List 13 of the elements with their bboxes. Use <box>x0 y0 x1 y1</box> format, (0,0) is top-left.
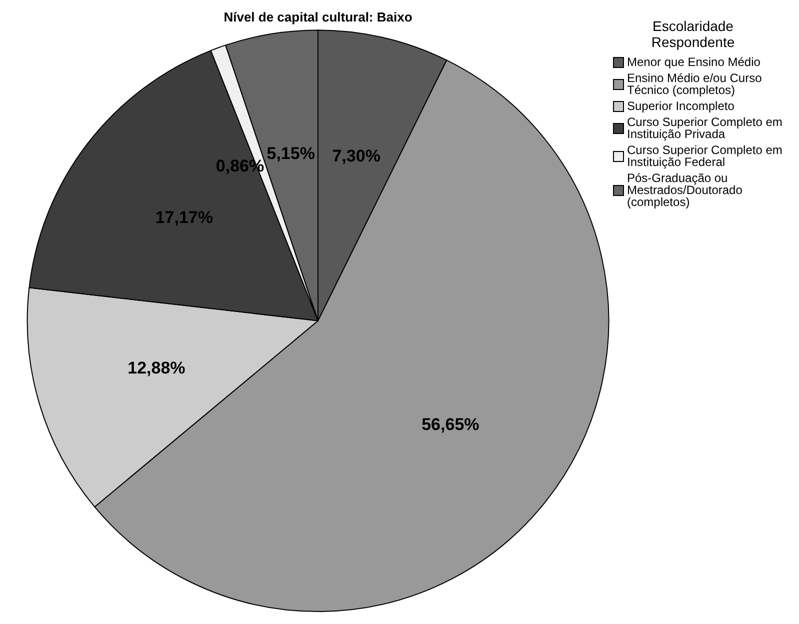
legend-label: Pós-Graduação ou Mestrados/Doutorado (completos) <box>627 171 744 209</box>
data-label: 17,17% <box>155 208 214 227</box>
legend-label: Curso Superior Completo em Instituição Privada <box>627 115 784 141</box>
legend-label: Superior Incompleto <box>627 99 734 113</box>
legend-title: Escolaridade Respondente <box>650 18 736 50</box>
legend-label: Menor que Ensino Médio <box>627 55 760 69</box>
data-label: 12,88% <box>128 358 186 378</box>
chart-title: Nível de capital cultural: Baixo <box>224 9 412 24</box>
legend-label: Curso Superior Completo em Instituição Federal <box>627 143 784 169</box>
data-label: 5,15% <box>266 144 315 164</box>
legend-label: Ensino Médio e/ou Curso Técnico (completos) <box>627 71 763 97</box>
data-label: 7,30% <box>332 146 380 166</box>
data-label: 56,65% <box>422 414 480 434</box>
